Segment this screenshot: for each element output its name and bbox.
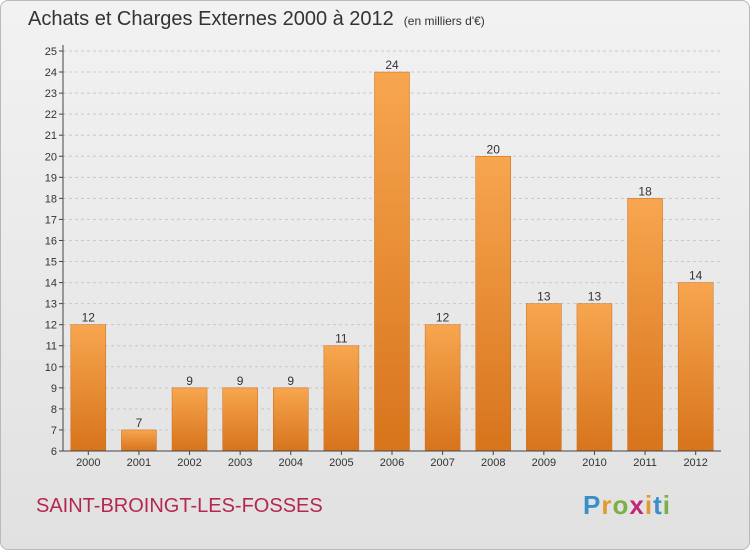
x-tick-label: 2010 [582, 457, 606, 469]
y-tick-label: 8 [51, 404, 57, 416]
bar-value-label: 9 [237, 374, 244, 388]
y-tick-label: 22 [45, 109, 57, 121]
y-tick-label: 13 [45, 299, 57, 311]
x-tick-label: 2003 [228, 457, 252, 469]
x-tick-label: 2002 [177, 457, 201, 469]
bar [424, 324, 461, 452]
bar [70, 324, 107, 452]
proxiti-logo: Proxiti [583, 490, 671, 521]
y-tick-label: 7 [51, 425, 57, 437]
bar-value-label: 9 [287, 374, 294, 388]
bar [374, 71, 410, 452]
bar [576, 303, 613, 452]
logo-letter: i [662, 490, 671, 520]
bar [526, 303, 562, 452]
bar [222, 387, 258, 452]
y-tick-label: 17 [45, 214, 57, 226]
logo-letter: o [612, 490, 630, 520]
bar [171, 387, 208, 452]
commune-name: SAINT-BROINGT-LES-FOSSES [36, 495, 323, 517]
labels: 6 7 8 9 10 11 12 13 14 15 16 17 18 19 20 21 22 23 24 25 12 20… [45, 46, 708, 469]
logo-letter: t [653, 490, 663, 520]
bar-value-label: 12 [82, 311, 96, 325]
y-tick-label: 12 [45, 320, 57, 332]
y-tick-label: 14 [45, 278, 57, 290]
x-tick-label: 2006 [380, 457, 404, 469]
y-tick-label: 23 [45, 88, 57, 100]
x-tick-label: 2009 [532, 457, 556, 469]
x-tick-label: 2000 [76, 457, 100, 469]
y-tick-label: 19 [45, 172, 57, 184]
bar [627, 198, 663, 452]
y-tick-label: 18 [45, 193, 57, 205]
y-tick-label: 24 [45, 67, 57, 79]
bars [70, 71, 714, 452]
y-tick-label: 25 [45, 46, 57, 58]
bar [323, 345, 360, 452]
bar-value-label: 20 [487, 142, 501, 156]
bar-value-label: 12 [436, 311, 450, 325]
y-tick-label: 20 [45, 151, 57, 163]
x-tick-label: 2011 [633, 457, 657, 469]
x-tick-label: 2012 [683, 457, 707, 469]
bar-value-label: 11 [335, 332, 348, 346]
y-tick-label: 21 [45, 130, 57, 142]
logo-letter: P [583, 490, 602, 520]
bar [121, 429, 157, 452]
logo-letter: r [601, 490, 613, 520]
y-tick-label: 6 [51, 446, 57, 458]
x-tick-label: 2008 [481, 457, 505, 469]
bar-value-label: 7 [136, 416, 143, 430]
bar-value-label: 13 [588, 290, 602, 304]
y-tick-label: 10 [45, 362, 57, 374]
x-tick-label: 2005 [329, 457, 353, 469]
chart-unit-text: (en milliers d'€) [403, 14, 485, 28]
chart-title: Achats et Charges Externes 2000 à 2012 (e… [28, 8, 485, 31]
axes [59, 45, 721, 455]
bar-value-label: 24 [385, 58, 399, 72]
y-tick-label: 16 [45, 235, 57, 247]
x-tick-label: 2001 [127, 457, 151, 469]
bar [273, 387, 309, 452]
bar-value-label: 18 [638, 184, 652, 198]
y-tick-label: 11 [46, 341, 57, 353]
logo-letter: i [644, 490, 654, 520]
y-tick-label: 15 [45, 257, 57, 269]
x-tick-label: 2007 [430, 457, 454, 469]
x-tick-label: 2004 [279, 457, 303, 469]
logo-letter: x [629, 490, 645, 520]
bar [475, 156, 511, 452]
bar-value-label: 9 [186, 374, 193, 388]
bar [677, 282, 714, 452]
bar-value-label: 14 [689, 269, 703, 283]
chart-title-text: Achats et Charges Externes 2000 à 2012 [28, 8, 394, 30]
y-tick-label: 9 [51, 383, 57, 395]
bar-value-label: 13 [537, 290, 551, 304]
